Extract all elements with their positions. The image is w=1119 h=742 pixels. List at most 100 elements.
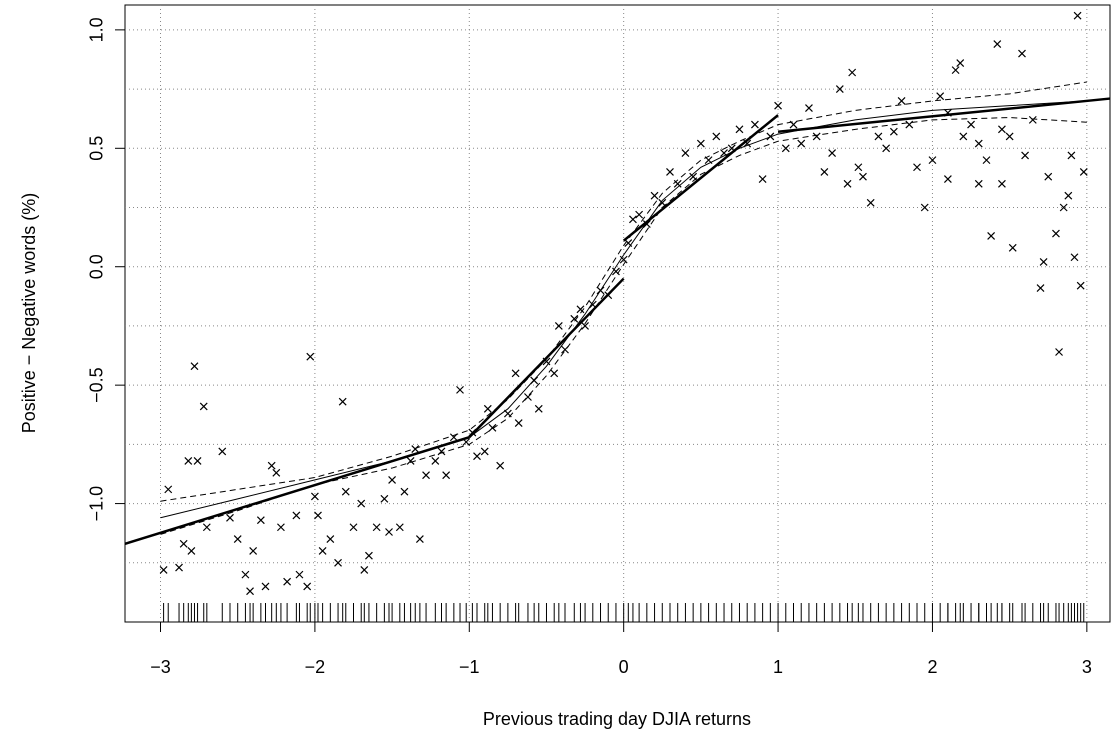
point (1079, 168, 1088, 176)
point-stroke (256, 516, 265, 525)
point-stroke (781, 144, 790, 153)
point-stroke (184, 457, 193, 465)
point-stroke (187, 547, 196, 555)
point-stroke (406, 457, 415, 465)
point (828, 149, 837, 157)
fit-line (160, 117, 1087, 535)
point (987, 232, 996, 240)
point (226, 513, 234, 522)
point (164, 485, 173, 494)
x-tick-label: 0 (619, 657, 629, 677)
point (956, 59, 965, 67)
point (619, 255, 628, 264)
point (380, 494, 389, 503)
fit-line (124, 97, 1111, 546)
point (681, 149, 690, 157)
y-axis-label: Positive − Negative words (%) (19, 193, 39, 434)
point (928, 156, 937, 165)
point-stroke (1064, 191, 1073, 200)
y-tick-label: −0.5 (87, 367, 107, 403)
point (360, 565, 369, 574)
point (581, 322, 590, 330)
point-stroke (959, 132, 968, 141)
point-stroke (789, 120, 798, 129)
point (277, 523, 285, 532)
point-stroke (334, 558, 342, 567)
point (341, 487, 350, 496)
point (241, 570, 250, 579)
point-stroke (696, 139, 705, 148)
point-stroke (576, 305, 585, 314)
point (848, 68, 857, 77)
point-stroke (758, 175, 767, 184)
point-stroke (658, 198, 667, 207)
point (456, 385, 464, 394)
point (202, 523, 211, 532)
point-stroke (897, 97, 906, 105)
point-stroke (689, 172, 698, 181)
point (246, 587, 254, 596)
point-stroke (480, 447, 489, 456)
point (974, 139, 983, 148)
point (943, 175, 952, 184)
point (712, 132, 721, 141)
point-stroke (1052, 229, 1060, 238)
point-stroke (218, 447, 227, 456)
point-stroke (624, 239, 633, 247)
point-stroke (511, 369, 520, 378)
point-stroke (928, 156, 937, 165)
point-stroke (666, 168, 674, 176)
point (635, 210, 644, 219)
point-stroke (303, 582, 312, 591)
point (193, 457, 202, 465)
point (480, 447, 489, 456)
point-stroke (226, 513, 234, 522)
point-stroke (422, 471, 430, 480)
point-stroke (550, 369, 559, 378)
point (159, 565, 168, 574)
point-stroke (306, 352, 315, 361)
point (758, 175, 767, 184)
point-stroke (974, 139, 983, 148)
point-stroke (514, 419, 523, 427)
point-stroke (534, 404, 543, 413)
point-stroke (295, 570, 304, 579)
point (306, 352, 315, 361)
point (1044, 172, 1053, 181)
point-stroke (542, 357, 551, 366)
point-stroke (866, 198, 875, 207)
point-stroke (283, 577, 292, 586)
point-stroke (190, 362, 199, 371)
point (334, 558, 342, 567)
point-stroke (797, 139, 806, 148)
point (1036, 284, 1045, 292)
point (1005, 132, 1014, 141)
point-stroke (612, 267, 620, 276)
point (488, 423, 497, 432)
point (1028, 115, 1037, 124)
point (897, 97, 906, 105)
point (385, 528, 393, 536)
point (496, 461, 505, 470)
point (554, 322, 563, 330)
point (199, 402, 208, 411)
point (781, 144, 790, 153)
y-tick-label: −1.0 (87, 486, 107, 522)
point (349, 523, 358, 532)
point-stroke (943, 175, 952, 184)
point-stroke (415, 535, 424, 544)
point (812, 132, 821, 141)
point-stroke (473, 452, 481, 461)
point-stroke (1028, 115, 1037, 124)
point-stroke (503, 409, 512, 418)
point (612, 267, 620, 276)
point-stroke (365, 551, 373, 560)
point-stroke (159, 565, 168, 574)
point-stroke (998, 179, 1006, 188)
point-stroke (179, 539, 188, 548)
point (1059, 203, 1068, 212)
point-stroke (619, 255, 628, 264)
point (534, 404, 543, 413)
point (550, 369, 559, 378)
point-stroke (372, 523, 381, 532)
